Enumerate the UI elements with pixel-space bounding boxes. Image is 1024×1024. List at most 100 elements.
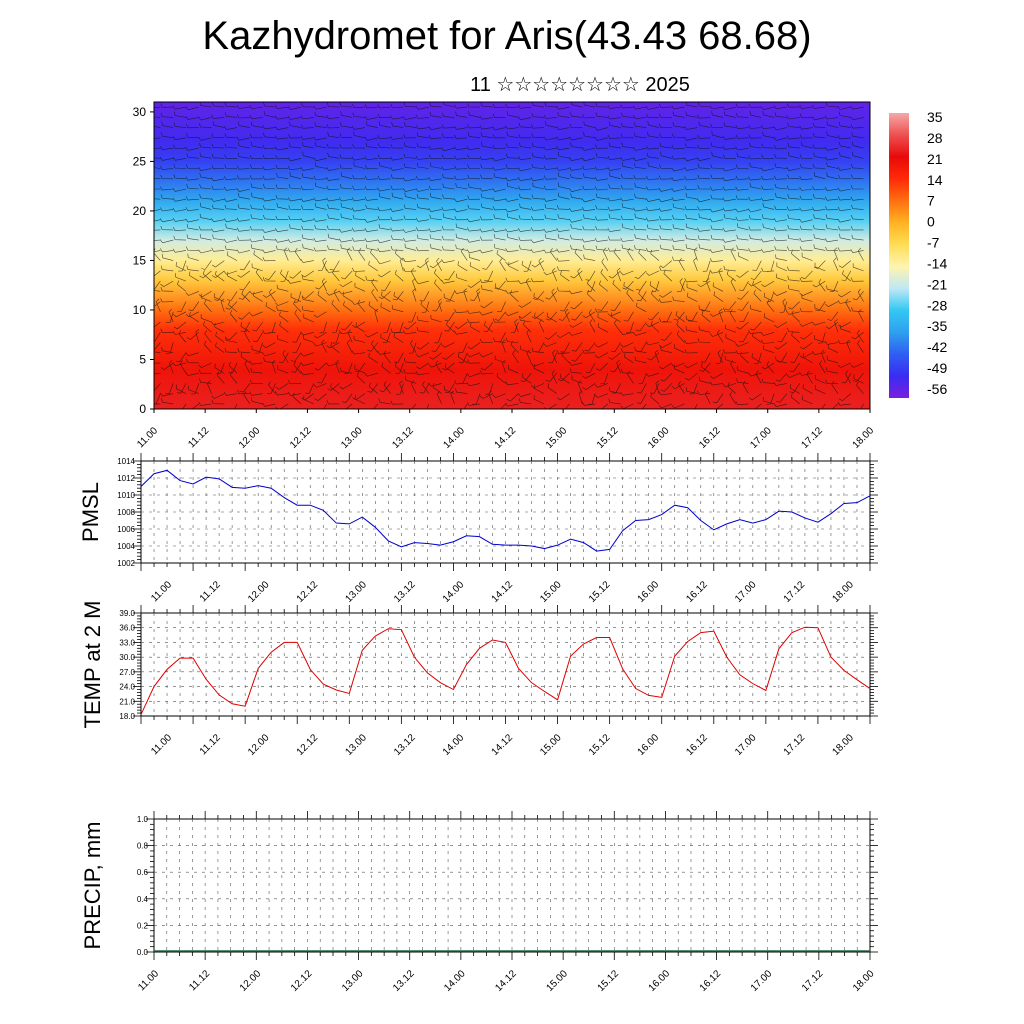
heatmap-field bbox=[154, 102, 870, 409]
panel-ytick-label: 0.4 bbox=[137, 895, 149, 904]
panel-ytick-label: 0.0 bbox=[137, 948, 149, 957]
panel-ticks bbox=[146, 811, 878, 960]
panel-ylabel: PRECIP, mm bbox=[80, 822, 105, 950]
panel-xtick-label: 18.00 bbox=[830, 732, 856, 758]
series-line bbox=[140, 469, 871, 552]
panel-ytick-label: 1008 bbox=[117, 508, 135, 517]
panel-ticks bbox=[133, 605, 878, 724]
colorbar-gradient bbox=[889, 113, 909, 398]
panel-ytick-label: 39.0 bbox=[119, 609, 135, 618]
colorbar-label: 14 bbox=[927, 172, 943, 188]
panel-xtick-label: 11.00 bbox=[149, 732, 174, 757]
heatmap-xtick-label: 16.00 bbox=[646, 425, 672, 451]
warm-spot-3 bbox=[739, 349, 816, 409]
panel-xtick-label: 17.12 bbox=[800, 968, 826, 994]
panel-grid bbox=[141, 613, 870, 716]
panel-xtick-label: 11.12 bbox=[198, 732, 223, 757]
heatmap-xtick-label: 14.00 bbox=[442, 425, 468, 451]
heatmap-ytick-label: 15 bbox=[133, 253, 147, 267]
heatmap-ytick-label: 30 bbox=[133, 105, 147, 119]
colorbar-label: -7 bbox=[927, 235, 940, 251]
panel-xtick-label: 14.00 bbox=[441, 732, 467, 758]
colorbar-label: -49 bbox=[927, 360, 947, 376]
panel-grid bbox=[154, 819, 870, 952]
panel-xtick-label: 17.12 bbox=[782, 579, 808, 605]
heatmap-ytick-label: 10 bbox=[133, 303, 147, 317]
panel-ytick-label: 0.6 bbox=[137, 868, 149, 877]
heatmap-xtick-label: 13.12 bbox=[390, 425, 416, 451]
heatmap-xtick-label: 11.00 bbox=[135, 425, 160, 450]
panel-xtick-label: 14.12 bbox=[490, 732, 516, 758]
heatmap-xtick-label: 11.12 bbox=[186, 425, 211, 450]
panel-ytick-label: 0.2 bbox=[137, 921, 149, 930]
panel-ytick-label: 1012 bbox=[117, 474, 135, 483]
panel-xtick-label: 14.00 bbox=[442, 968, 468, 994]
panel-xtick-label: 15.00 bbox=[544, 968, 570, 994]
panel-ytick-label: 30.0 bbox=[119, 653, 135, 662]
panel-xtick-label: 18.00 bbox=[830, 579, 856, 605]
panel-xtick-label: 12.12 bbox=[289, 968, 315, 994]
panel-xtick-label: 13.00 bbox=[340, 968, 366, 994]
heatmap-xtick-label: 15.00 bbox=[544, 425, 570, 451]
panel-ticks bbox=[133, 453, 878, 571]
panel-ytick-label: 36.0 bbox=[119, 624, 135, 633]
panel-xtick-label: 14.12 bbox=[493, 968, 519, 994]
panel-xtick-label: 16.12 bbox=[684, 732, 710, 758]
colorbar-label: 28 bbox=[927, 130, 943, 146]
panel-xtick-label: 11.12 bbox=[198, 579, 223, 604]
panel-ytick-label: 1004 bbox=[117, 542, 135, 551]
heatmap-background bbox=[154, 102, 870, 409]
panel-ytick-label: 18.0 bbox=[119, 712, 135, 721]
panel-xtick-label: 12.00 bbox=[246, 579, 272, 605]
heatmap-xtick-label: 16.12 bbox=[697, 425, 723, 451]
panel-ytick-label: 33.0 bbox=[119, 638, 135, 647]
temp-panel: 18.0 21.0 24.0 27.0 30.0 33.0 36.0 39.0 11.00 11.… bbox=[80, 601, 878, 758]
warm-spot-0 bbox=[328, 349, 405, 409]
panel-xtick-label: 12.00 bbox=[238, 968, 264, 994]
panel-ytick-label: 21.0 bbox=[119, 697, 135, 706]
panel-ytick-label: 1006 bbox=[117, 525, 135, 534]
precip-panel: 0.0 0.2 0.4 0.6 0.8 1.0 11.00 11.12 12.00 12.12 13… bbox=[80, 811, 878, 994]
cross-section-panel: 0 5 10 15 20 25 30 11.00 11.12 12.00 12.12 13.00 13.… bbox=[133, 101, 877, 451]
heatmap-xtick-label: 15.12 bbox=[595, 425, 621, 451]
heatmap-xtick-label: 12.00 bbox=[237, 425, 263, 451]
heatmap-xtick-label: 18.00 bbox=[851, 425, 877, 451]
panel-ytick-label: 1.0 bbox=[137, 815, 149, 824]
panel-xtick-label: 14.00 bbox=[441, 579, 467, 605]
page-subtitle: 11 ☆☆☆☆☆☆☆☆ 2025 bbox=[470, 74, 690, 96]
panel-xtick-label: 16.00 bbox=[636, 579, 662, 605]
heatmap-xtick-label: 17.00 bbox=[748, 425, 774, 451]
colorbar-label: 0 bbox=[927, 214, 935, 230]
colorbar-label: -21 bbox=[927, 276, 947, 292]
series-line bbox=[140, 626, 871, 715]
panel-xtick-label: 12.12 bbox=[295, 732, 321, 758]
panel-ytick-label: 1010 bbox=[117, 491, 135, 500]
panel-xtick-label: 14.12 bbox=[490, 579, 516, 605]
panel-xtick-label: 12.12 bbox=[295, 579, 321, 605]
panel-xtick-label: 15.12 bbox=[596, 968, 622, 994]
heatmap-ytick-label: 25 bbox=[133, 154, 147, 168]
warm-spot-1 bbox=[535, 349, 612, 409]
panel-xtick-label: 16.00 bbox=[647, 968, 673, 994]
colorbar-label: 35 bbox=[927, 109, 943, 125]
panel-xtick-label: 12.00 bbox=[246, 732, 272, 758]
panel-xtick-label: 16.12 bbox=[698, 968, 724, 994]
colorbar-label: -56 bbox=[927, 381, 947, 397]
panel-xtick-label: 18.00 bbox=[851, 968, 877, 994]
panel-xtick-label: 17.00 bbox=[749, 968, 775, 994]
wind-barbs bbox=[154, 102, 864, 409]
panel-xtick-label: 11.12 bbox=[187, 968, 212, 993]
panel-xtick-label: 11.00 bbox=[149, 579, 174, 604]
panel-xtick-label: 13.12 bbox=[392, 732, 418, 758]
panel-frame bbox=[140, 612, 871, 717]
heatmap-ytick-label: 0 bbox=[139, 402, 146, 416]
heatmap-xtick-label: 13.00 bbox=[339, 425, 365, 451]
heatmap-ytick-label: 20 bbox=[133, 204, 147, 218]
colorbar: 35 28 21 14 7 0 -7 -14 -21 -28 -35 -42 -49 -56 bbox=[889, 109, 947, 398]
panel-xtick-label: 15.12 bbox=[587, 732, 613, 758]
heatmap-xtick-label: 12.12 bbox=[288, 425, 314, 451]
panel-xtick-label: 15.00 bbox=[538, 579, 564, 605]
colorbar-label: -42 bbox=[927, 339, 947, 355]
panel-xtick-label: 13.00 bbox=[343, 579, 369, 605]
